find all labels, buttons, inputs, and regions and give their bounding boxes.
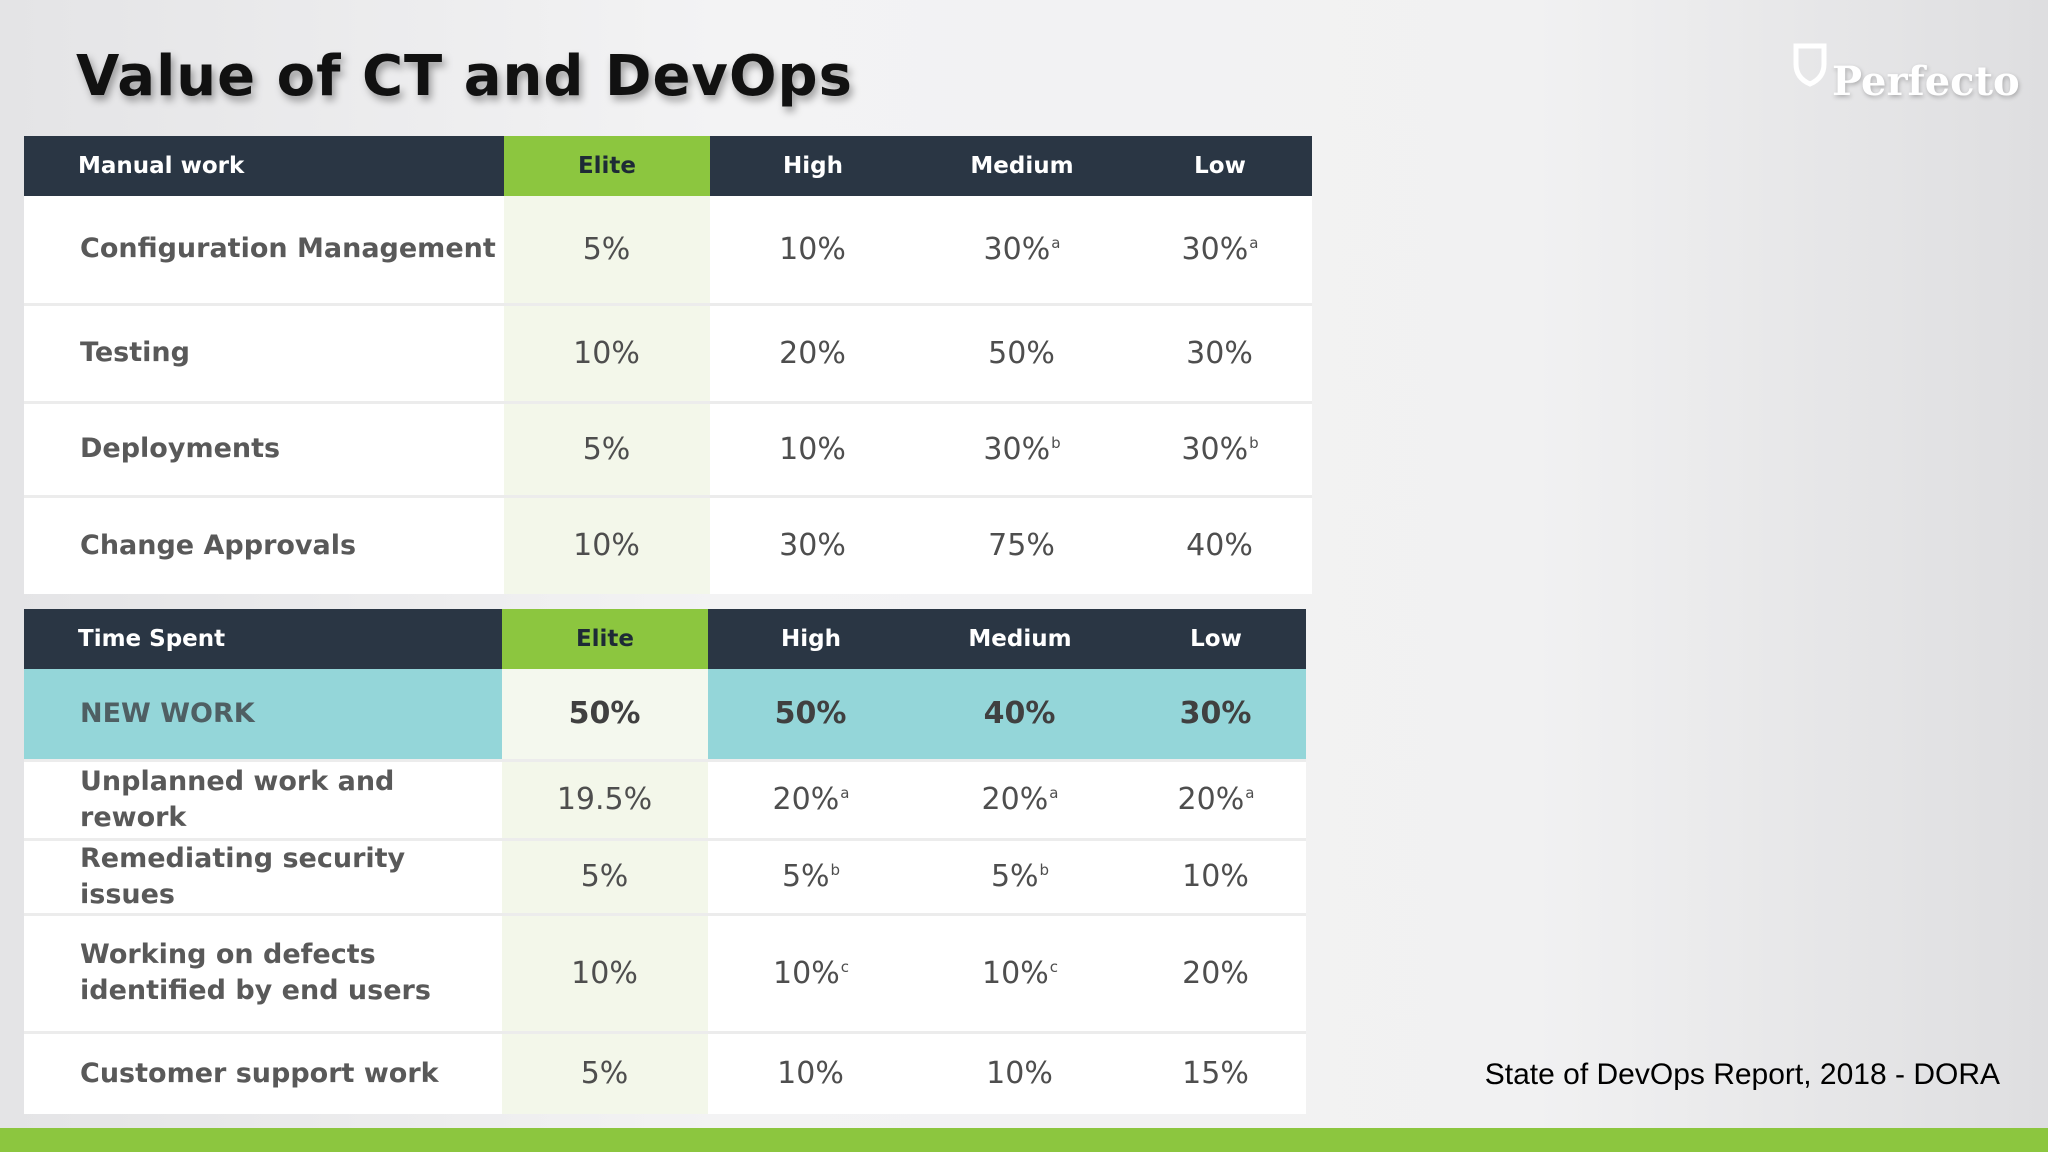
- table-row: Testing 10% 20% 50% 30%: [24, 304, 1312, 404]
- header-medium: Medium: [916, 136, 1128, 196]
- header-manual-work: Manual work: [24, 136, 504, 196]
- header-low: Low: [1128, 136, 1312, 196]
- header-elite: Elite: [504, 136, 710, 196]
- manual-work-table: Manual work Elite High Medium Low Config…: [24, 136, 1312, 594]
- cell-elite: 10%: [504, 304, 710, 404]
- table-row: Working on defects identified by end use…: [24, 914, 1306, 1034]
- logo-text: Perfecto: [1832, 58, 2020, 105]
- cell-high: 10%: [777, 1056, 844, 1092]
- cell-elite: 5%: [504, 402, 710, 498]
- cell-medium: 20%a: [914, 760, 1126, 841]
- cell-high: 20%a: [708, 760, 914, 841]
- table-row: Customer support work 5% 10% 10% 15%: [24, 1032, 1306, 1114]
- header-high: High: [710, 136, 916, 196]
- cell-low: 20%a: [1126, 760, 1306, 841]
- cell-medium: 50%: [916, 304, 1128, 404]
- header-elite: Elite: [502, 609, 708, 669]
- table-row: Remediating security issues 5% 5%b 5%b 1…: [24, 839, 1306, 916]
- row-label: Testing: [24, 304, 504, 404]
- table-header-row: Manual work Elite High Medium Low: [24, 136, 1312, 196]
- header-time-spent: Time Spent: [24, 609, 502, 669]
- table-row: Unplanned work and rework 19.5% 20%a 20%…: [24, 760, 1306, 841]
- cell-low: 15%: [1182, 1056, 1249, 1092]
- cell-medium: 10%: [986, 1056, 1053, 1092]
- cell-low: 10%: [1126, 839, 1306, 916]
- source-citation: State of DevOps Report, 2018 - DORA: [1484, 1058, 2000, 1091]
- cell-medium: 30%b: [916, 402, 1128, 498]
- row-label: Change Approvals: [80, 529, 357, 561]
- cell-medium: 30%a: [916, 196, 1128, 306]
- table-header-row: Time Spent Elite High Medium Low: [24, 609, 1306, 669]
- cell-low: 20%: [1126, 914, 1306, 1034]
- table-row: Deployments 5% 10% 30%b 30%b: [24, 402, 1312, 498]
- row-label: Configuration Management: [24, 196, 504, 306]
- row-label: Remediating security issues: [24, 839, 502, 916]
- time-spent-table: Time Spent Elite High Medium Low NEW WOR…: [24, 609, 1306, 1114]
- cell-high: 5%b: [708, 839, 914, 916]
- slide-title: Value of CT and DevOps: [76, 44, 853, 109]
- accent-bar: [0, 1128, 2048, 1152]
- cell-low: 30%: [1128, 304, 1312, 404]
- cell-high: 10%c: [708, 914, 914, 1034]
- row-label: Working on defects identified by end use…: [24, 914, 502, 1034]
- header-high: High: [708, 609, 914, 669]
- cell-elite: 10%: [504, 496, 710, 594]
- cell-elite: 5%: [502, 839, 708, 916]
- cell-high: 50%: [708, 669, 914, 762]
- cell-medium: 40%: [914, 669, 1126, 762]
- header-low: Low: [1126, 609, 1306, 669]
- cell-elite: 5%: [504, 196, 710, 306]
- cell-elite: 5%: [502, 1032, 708, 1114]
- row-label: NEW WORK: [24, 669, 502, 762]
- cell-elite: 19.5%: [502, 760, 708, 841]
- cell-medium: 10%c: [914, 914, 1126, 1034]
- shield-outline-icon: [1793, 43, 1827, 87]
- header-medium: Medium: [914, 609, 1126, 669]
- cell-low: 40%: [1186, 528, 1253, 564]
- cell-high: 30%: [779, 528, 846, 564]
- cell-low: 30%: [1126, 669, 1306, 762]
- cell-low: 30%b: [1128, 402, 1312, 498]
- row-label: Customer support work: [80, 1057, 439, 1089]
- cell-elite: 50%: [502, 669, 708, 762]
- perfecto-logo: Perfecto: [1790, 42, 2020, 112]
- cell-high: 10%: [710, 402, 916, 498]
- cell-high: 10%: [710, 196, 916, 306]
- cell-high: 20%: [710, 304, 916, 404]
- row-label: Unplanned work and rework: [24, 760, 502, 841]
- cell-elite: 10%: [502, 914, 708, 1034]
- cell-low: 30%a: [1128, 196, 1312, 306]
- table-row: Configuration Management 5% 10% 30%a 30%…: [24, 196, 1312, 306]
- table-row-highlight: NEW WORK 50% 50% 40% 30%: [24, 669, 1306, 762]
- cell-medium: 5%b: [914, 839, 1126, 916]
- row-label: Deployments: [24, 402, 504, 498]
- table-row: Change Approvals 10% 30% 75% 40%: [24, 496, 1312, 594]
- cell-medium: 75%: [988, 528, 1055, 564]
